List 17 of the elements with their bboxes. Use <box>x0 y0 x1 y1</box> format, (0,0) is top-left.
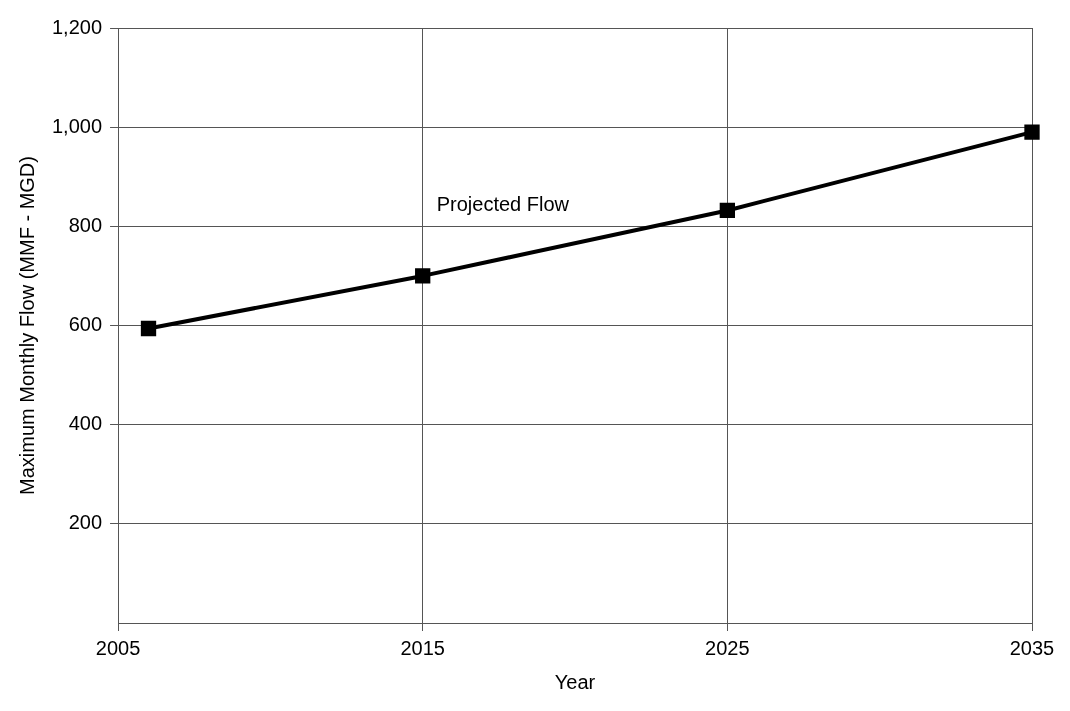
point <box>719 202 736 219</box>
y-tick-label: 600 <box>68 313 103 336</box>
x-axis-title: Year <box>554 670 596 693</box>
y-tick-label: 800 <box>68 213 103 236</box>
y-axis-title: Maximum Monthly Flow (MMF - MGD) <box>15 156 38 495</box>
x-tick-label: 2025 <box>705 636 750 659</box>
x-tick-label: 2035 <box>1009 636 1055 659</box>
series-label: Projected Flow <box>436 192 570 215</box>
point <box>415 268 431 284</box>
point <box>1024 124 1040 140</box>
y-tick-label: 400 <box>68 412 103 435</box>
point <box>140 320 157 337</box>
y-tick-label: 200 <box>68 511 103 534</box>
x-tick-label: 2015 <box>400 636 445 659</box>
x-tick-label: 2005 <box>95 636 141 659</box>
y-tick-label: 1,000 <box>51 114 103 137</box>
y-tick-label: 1,200 <box>51 15 103 38</box>
